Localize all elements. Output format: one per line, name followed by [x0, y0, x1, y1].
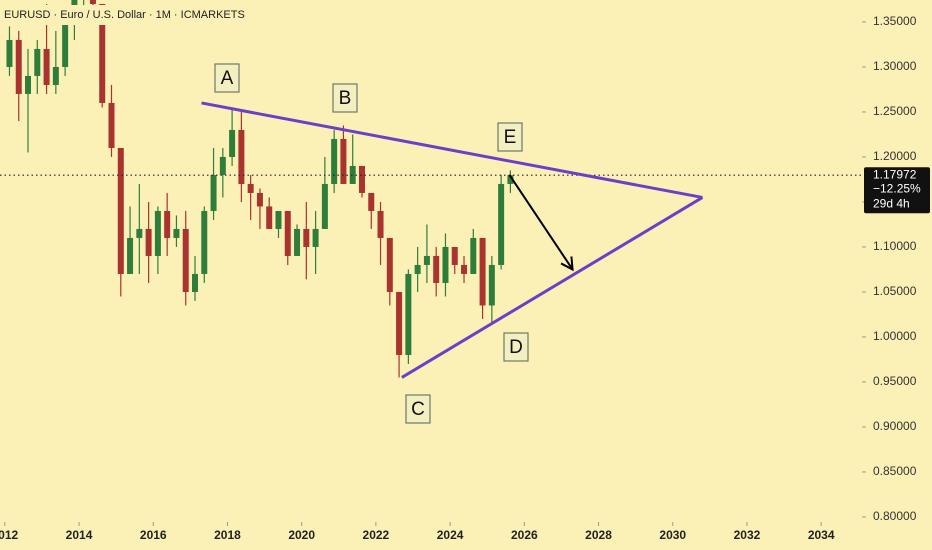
- x-tick-label: 2024: [437, 528, 464, 542]
- x-tick-label: 2028: [585, 528, 612, 542]
- candle-body: [358, 165, 365, 193]
- y-tick-label: 0.80000: [873, 509, 917, 523]
- wave-label: E: [504, 127, 517, 148]
- candle-body: [34, 48, 41, 76]
- candle-body: [479, 237, 486, 306]
- x-tick-label: 2034: [808, 528, 835, 542]
- y-tick-label: 1.30000: [873, 59, 917, 73]
- candle-body: [377, 210, 384, 238]
- candle-body: [62, 21, 69, 67]
- candle-body: [210, 174, 217, 211]
- wave-label: D: [509, 337, 523, 358]
- x-tick-label: 2012: [0, 528, 18, 542]
- countdown: 29d 4h: [873, 196, 910, 210]
- candle-body: [386, 237, 393, 292]
- chart-title: EURUSD · Euro / U.S. Dollar · 1M · ICMAR…: [4, 9, 245, 21]
- candle-body: [331, 138, 338, 184]
- candle-body: [423, 255, 430, 265]
- candle-body: [498, 183, 505, 265]
- x-tick-label: 2032: [734, 528, 761, 542]
- last-price: 1.17972: [873, 167, 917, 181]
- x-tick-label: 2022: [363, 528, 390, 542]
- candle-body: [442, 246, 449, 283]
- candle-body: [43, 48, 50, 85]
- y-tick-label: 1.25000: [873, 104, 917, 118]
- x-tick-label: 2020: [288, 528, 315, 542]
- candle-body: [414, 264, 421, 274]
- candle-body: [284, 210, 291, 256]
- x-tick-label: 2030: [659, 528, 686, 542]
- candle-body: [191, 273, 198, 292]
- label-box: [503, 332, 529, 362]
- title-bg: [0, 5, 262, 25]
- wave-label: C: [411, 399, 425, 420]
- candle-body: [136, 228, 143, 238]
- candle-body: [145, 228, 152, 256]
- trendline: [401, 196, 704, 379]
- candle-body: [256, 192, 263, 207]
- candle-body: [89, 0, 96, 4]
- candle-body: [173, 228, 180, 238]
- candle-body: [396, 291, 403, 355]
- y-tick-label: 1.10000: [873, 239, 917, 253]
- candle-body: [127, 237, 134, 274]
- candle-body: [229, 129, 236, 157]
- trendline: [201, 101, 703, 199]
- candle-body: [275, 210, 282, 229]
- x-tick-label: 2014: [66, 528, 93, 542]
- arrow-head: [560, 256, 574, 272]
- y-tick-label: 0.95000: [873, 374, 917, 388]
- y-tick-label: 0.90000: [873, 419, 917, 433]
- candle-body: [405, 273, 412, 355]
- candle-body: [349, 165, 356, 184]
- candle-body: [461, 264, 468, 274]
- label-box: [497, 122, 523, 152]
- candle-body: [154, 210, 161, 256]
- candle-body: [451, 246, 458, 265]
- wave-label: B: [339, 88, 352, 109]
- label-box: [214, 63, 240, 93]
- candle-body: [164, 210, 171, 238]
- x-tick-label: 2016: [140, 528, 167, 542]
- candle-body: [488, 264, 495, 306]
- y-tick-label: 1.00000: [873, 329, 917, 343]
- candle-body: [321, 183, 328, 229]
- candle-body: [312, 228, 319, 247]
- candle-body: [340, 138, 347, 184]
- candle-body: [219, 156, 226, 175]
- candle-body: [303, 228, 310, 247]
- change: −12.25%: [873, 181, 921, 195]
- price-tag: [864, 167, 930, 214]
- candle-body: [52, 66, 59, 85]
- x-tick-label: 2026: [511, 528, 538, 542]
- y-tick-label: 1.20000: [873, 149, 917, 163]
- candle-body: [433, 255, 440, 283]
- y-tick-label: 1.05000: [873, 284, 917, 298]
- candle-body: [247, 183, 254, 193]
- candle-body: [238, 129, 245, 184]
- y-tick-label: 0.85000: [873, 464, 917, 478]
- candle-body: [368, 192, 375, 211]
- x-tick-label: 2018: [214, 528, 241, 542]
- wave-label: A: [221, 68, 234, 89]
- label-box: [405, 394, 431, 424]
- candle-body: [507, 175, 514, 184]
- candle-body: [117, 147, 124, 274]
- candle-body: [15, 39, 22, 94]
- candle-body: [25, 75, 32, 94]
- candle-body: [470, 237, 477, 274]
- candle-body: [266, 206, 273, 229]
- candle-body: [201, 210, 208, 274]
- arrow: [508, 174, 574, 271]
- candle-body: [294, 228, 301, 256]
- candle-body: [182, 228, 189, 292]
- candle-body: [108, 102, 115, 148]
- candle-body: [6, 39, 13, 67]
- candle-body: [99, 3, 106, 103]
- label-box: [332, 83, 358, 113]
- y-tick-label: 1.35000: [873, 14, 917, 28]
